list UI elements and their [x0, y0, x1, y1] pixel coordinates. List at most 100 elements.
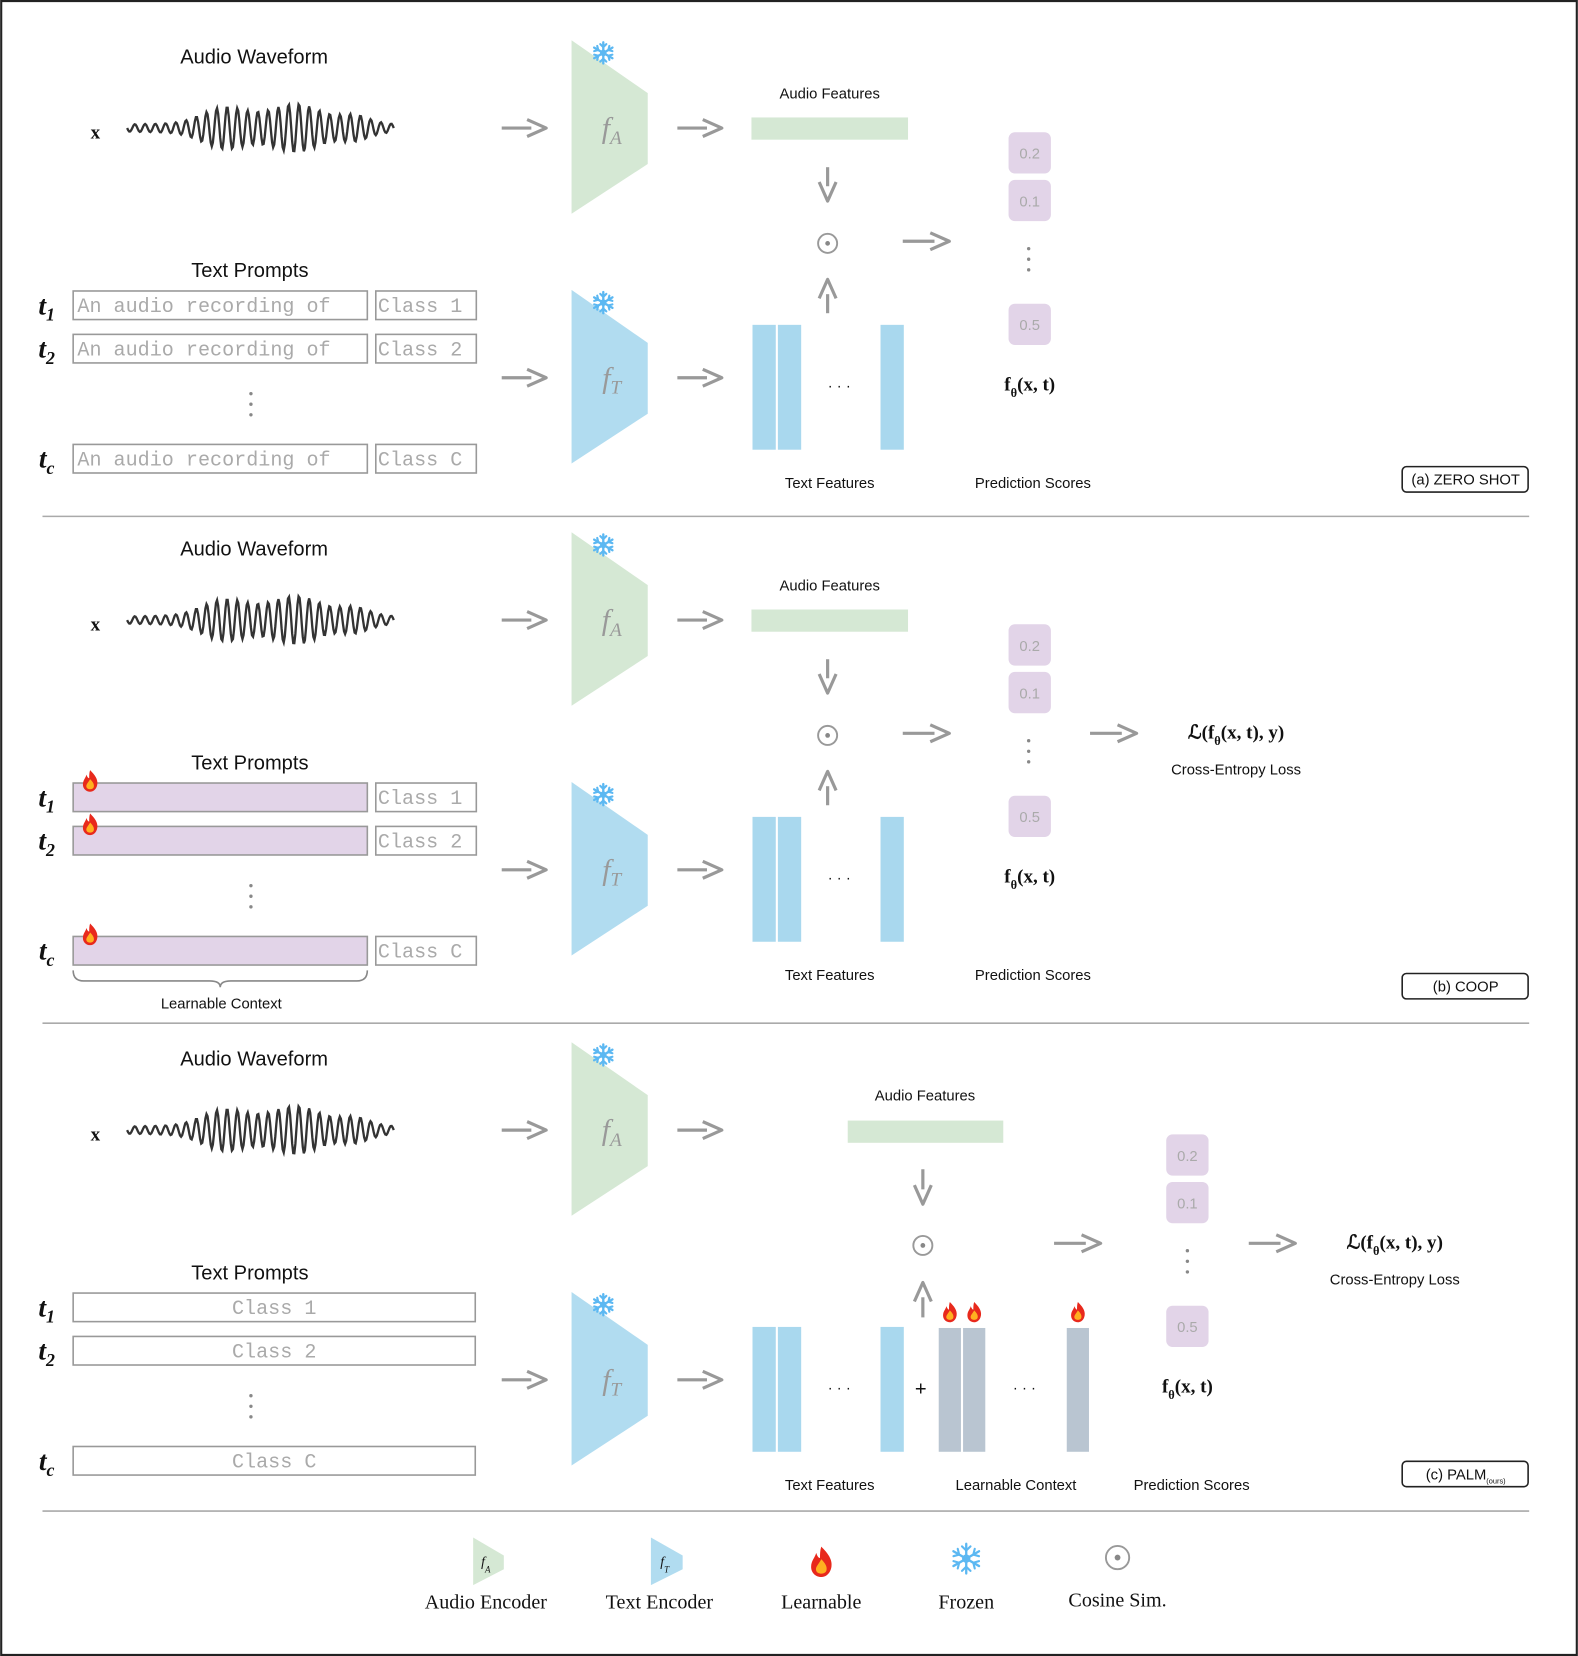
arrow-head — [702, 610, 724, 630]
score-value: 0.1 — [1019, 686, 1040, 702]
prompt-id: t2 — [38, 825, 55, 860]
loss-label: Cross-Entropy Loss — [1171, 763, 1301, 779]
prompt-prefix-box — [72, 290, 369, 321]
prompt-prefix-box — [72, 333, 369, 364]
flame-icon — [967, 1301, 982, 1323]
arrow-audio-to-sim — [817, 167, 838, 203]
prompt-prefix: An audio recording of — [77, 450, 330, 473]
text-encoder-shape — [571, 1291, 648, 1466]
score-function-rest: (x, t) — [1017, 374, 1055, 395]
arrow-head — [526, 118, 548, 138]
learnable-context-bar — [963, 1327, 986, 1452]
prompt-row: tc Class C — [39, 1445, 477, 1480]
arrow-head — [912, 1280, 933, 1303]
learnable-context-label: Learnable Context — [161, 996, 282, 1012]
prompt-id: t1 — [38, 1291, 55, 1326]
arrow-to-audio-features — [677, 610, 724, 630]
score-value: 0.2 — [1019, 147, 1040, 163]
arrow-to-text-features — [677, 859, 724, 880]
audio-encoder: fA — [571, 1042, 648, 1216]
score-function-rest: (x, t) — [1175, 1377, 1213, 1398]
prompt-id-base: t — [38, 333, 47, 364]
class-name: Class 2 — [378, 340, 462, 363]
panel-tag-text: (b) COOP — [1433, 979, 1499, 995]
cosine-similarity-icon — [912, 1234, 934, 1256]
arrow-to-audio-features — [677, 1120, 724, 1141]
audio-encoder-icon — [473, 1537, 504, 1586]
text-encoder: fT — [571, 289, 648, 464]
arrow-to-loss — [1248, 1233, 1297, 1254]
audio-waveform-title: Audio Waveform — [180, 539, 328, 561]
snowflake-icon — [592, 1043, 614, 1067]
prompt-prefix-box — [72, 443, 369, 474]
prompt-id-base: t — [38, 825, 47, 856]
text-features-label: Text Features — [785, 1478, 875, 1494]
prediction-scores-label: Prediction Scores — [975, 968, 1091, 984]
learnable-prompt-box — [72, 782, 369, 813]
panel-tag-text: (c) PALM — [1426, 1467, 1487, 1483]
text-features: · · · — [752, 816, 904, 942]
audio-features-label: Audio Features — [780, 578, 880, 594]
text-encoder: fT — [571, 781, 648, 956]
score-value: 0.5 — [1177, 1320, 1198, 1336]
input-symbol-x: x — [91, 123, 101, 144]
prompt-id-base: t — [39, 935, 48, 966]
score-function-subscript: θ — [1011, 386, 1017, 400]
prompt-id-subscript: 1 — [46, 1307, 55, 1327]
arrow-to-audio-features — [677, 118, 724, 138]
prompt-ellipsis — [249, 883, 253, 909]
panel-tag-text: (a) ZERO SHOT — [1411, 473, 1520, 489]
learnable-context-bar — [938, 1327, 961, 1452]
text-feature-bar — [880, 816, 904, 942]
audio-features-bar — [847, 1120, 1004, 1143]
arrow-head — [912, 1184, 933, 1206]
arrow-audio-to-sim — [912, 1169, 933, 1206]
arrow-to-text-encoder — [501, 367, 548, 388]
input-symbol-x: x — [91, 1125, 101, 1146]
prompt-id-subscript: 1 — [46, 305, 55, 325]
audio-encoder-icon-label: fA — [481, 1554, 491, 1574]
score-function-base: f — [1004, 866, 1011, 887]
audio-encoder-label-subscript: A — [608, 128, 622, 149]
arrow-head — [1080, 1233, 1103, 1254]
arrow-to-text-encoder — [501, 859, 548, 880]
arrow-text-to-sim — [912, 1280, 933, 1318]
class-name: Class C — [378, 942, 462, 965]
panel-tag: (b) COOP — [1401, 972, 1529, 1000]
prompt-id: t2 — [38, 333, 55, 368]
prompt-row: t2 Class 2 — [38, 813, 478, 860]
plus-sign: + — [915, 1379, 927, 1401]
audio-features-bar — [751, 117, 909, 140]
arrow-text-to-sim — [817, 769, 838, 806]
flame-icon — [82, 813, 98, 836]
prompt-id: t2 — [38, 1335, 55, 1370]
class-name-box — [72, 1292, 477, 1323]
class-name-box — [375, 825, 478, 856]
audio-encoder-label: fA — [602, 605, 622, 641]
audio-encoder-label-subscript: A — [608, 620, 622, 641]
snowflake-icon — [592, 41, 614, 65]
text-encoder-icon-label-base: f — [660, 1554, 666, 1569]
arrow-head — [702, 1369, 724, 1390]
loss-function-subscript: θ — [1214, 734, 1220, 748]
text-feature-bar — [752, 324, 776, 450]
arrow-head — [702, 859, 724, 880]
legend-label: Text Encoder — [606, 1591, 714, 1613]
cosine-similarity-icon — [1104, 1545, 1131, 1571]
text-encoder-label-subscript: T — [611, 378, 623, 399]
legend-label: Cosine Sim. — [1068, 1589, 1166, 1611]
prompt-id-base: t — [39, 443, 48, 474]
scores-ellipsis — [1026, 246, 1031, 272]
audio-waveform — [126, 1103, 395, 1158]
prompt-id-subscript: 2 — [45, 840, 55, 860]
score-function: fθ(x, t) — [1004, 374, 1055, 399]
text-feature-bar — [777, 324, 802, 450]
text-feature-bar — [752, 816, 776, 942]
flame-icon — [811, 1546, 832, 1578]
snowflake-icon — [952, 1542, 981, 1575]
prompt-row: tc Class C — [39, 923, 478, 970]
panel-tag-label: (c) PALM(ours) — [1426, 1467, 1506, 1485]
